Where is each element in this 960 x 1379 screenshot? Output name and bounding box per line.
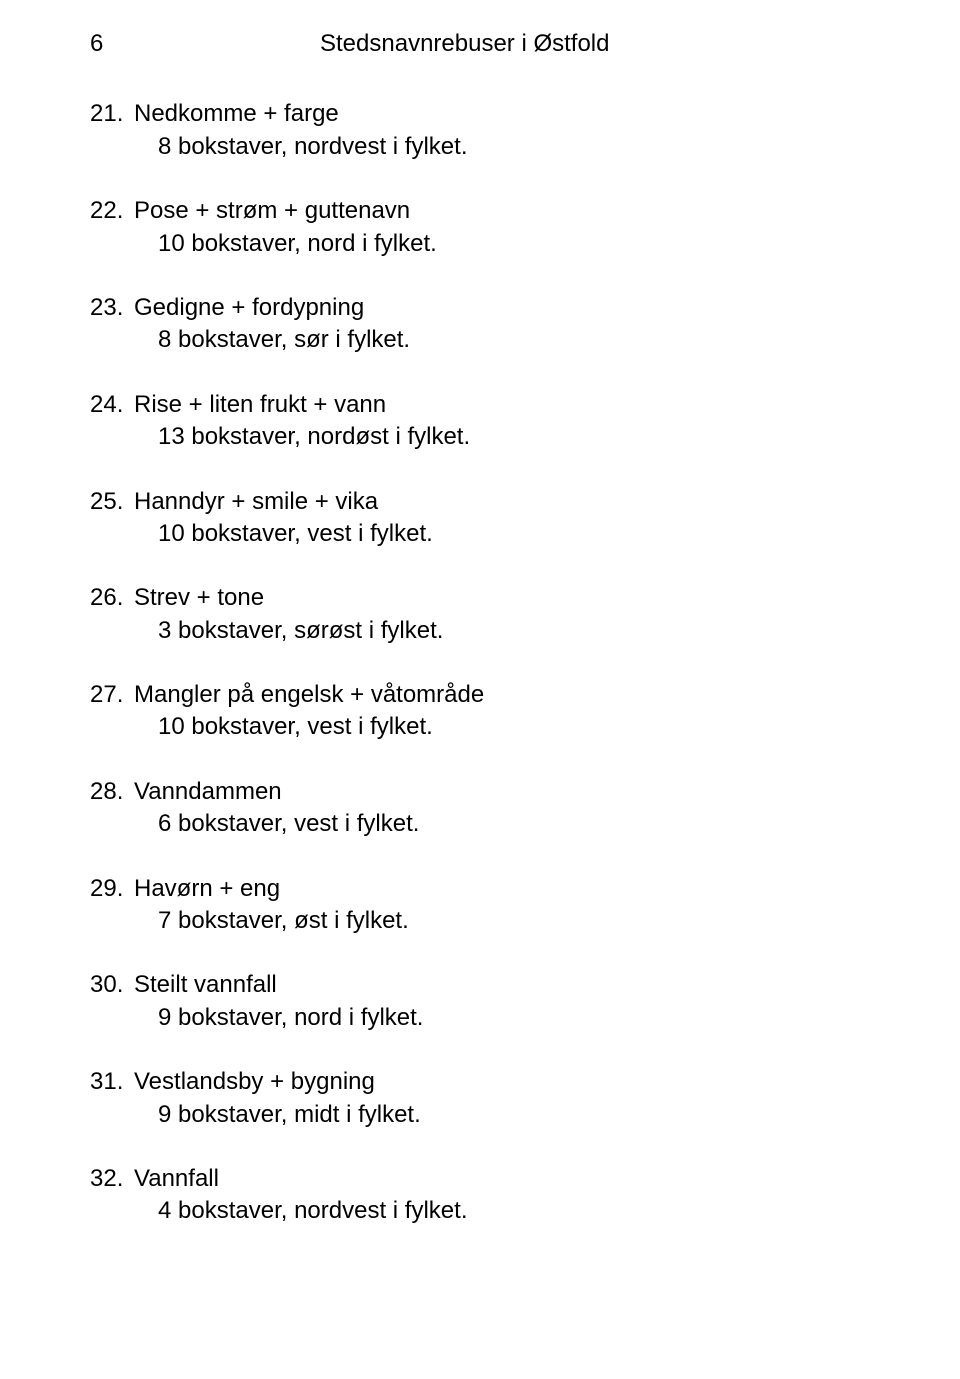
entry-clue-line: 28.Vanndammen (90, 776, 870, 808)
entry-number: 31. (90, 1066, 134, 1098)
entry-clue: Nedkomme + farge (134, 98, 339, 130)
entry-clue: Vestlandsby + bygning (134, 1066, 375, 1098)
entry-hint: 10 bokstaver, vest i fylket. (90, 518, 870, 550)
entry-number: 29. (90, 873, 134, 905)
entry-hint: 9 bokstaver, midt i fylket. (90, 1099, 870, 1131)
entry-clue: Strev + tone (134, 582, 264, 614)
entry-hint: 8 bokstaver, nordvest i fylket. (90, 131, 870, 163)
entry-number: 32. (90, 1163, 134, 1195)
list-item: 31.Vestlandsby + bygning9 bokstaver, mid… (90, 1066, 870, 1131)
entry-number: 30. (90, 969, 134, 1001)
entry-number: 24. (90, 389, 134, 421)
entry-number: 28. (90, 776, 134, 808)
entry-hint: 10 bokstaver, nord i fylket. (90, 228, 870, 260)
entry-number: 27. (90, 679, 134, 711)
list-item: 29.Havørn + eng7 bokstaver, øst i fylket… (90, 873, 870, 938)
entry-clue: Havørn + eng (134, 873, 280, 905)
entry-clue-line: 23.Gedigne + fordypning (90, 292, 870, 324)
entry-clue: Hanndyr + smile + vika (134, 486, 378, 518)
entry-hint: 9 bokstaver, nord i fylket. (90, 1002, 870, 1034)
entry-hint: 10 bokstaver, vest i fylket. (90, 711, 870, 743)
entry-number: 25. (90, 486, 134, 518)
list-item: 22.Pose + strøm + guttenavn10 bokstaver,… (90, 195, 870, 260)
list-item: 28.Vanndammen6 bokstaver, vest i fylket. (90, 776, 870, 841)
entry-number: 21. (90, 98, 134, 130)
list-item: 32.Vannfall4 bokstaver, nordvest i fylke… (90, 1163, 870, 1228)
list-item: 26.Strev + tone3 bokstaver, sørøst i fyl… (90, 582, 870, 647)
entry-number: 26. (90, 582, 134, 614)
list-item: 25.Hanndyr + smile + vika10 bokstaver, v… (90, 486, 870, 551)
document-page: 6 Stedsnavnrebuser i Østfold 21.Nedkomme… (0, 0, 960, 1379)
entry-clue: Steilt vannfall (134, 969, 277, 1001)
entry-number: 22. (90, 195, 134, 227)
list-item: 27.Mangler på engelsk + våtområde10 boks… (90, 679, 870, 744)
list-item: 23.Gedigne + fordypning8 bokstaver, sør … (90, 292, 870, 357)
entry-clue-line: 27.Mangler på engelsk + våtområde (90, 679, 870, 711)
entry-hint: 8 bokstaver, sør i fylket. (90, 324, 870, 356)
entry-clue-line: 26.Strev + tone (90, 582, 870, 614)
entry-number: 23. (90, 292, 134, 324)
entry-clue-line: 24.Rise + liten frukt + vann (90, 389, 870, 421)
entry-clue: Vanndammen (134, 776, 282, 808)
entry-clue-line: 31.Vestlandsby + bygning (90, 1066, 870, 1098)
list-item: 21.Nedkomme + farge8 bokstaver, nordvest… (90, 98, 870, 163)
entries-list: 21.Nedkomme + farge8 bokstaver, nordvest… (90, 98, 870, 1227)
page-title: Stedsnavnrebuser i Østfold (320, 28, 610, 60)
entry-hint: 7 bokstaver, øst i fylket. (90, 905, 870, 937)
list-item: 24.Rise + liten frukt + vann13 bokstaver… (90, 389, 870, 454)
page-header: 6 Stedsnavnrebuser i Østfold (90, 28, 870, 60)
entry-clue-line: 30.Steilt vannfall (90, 969, 870, 1001)
entry-clue: Mangler på engelsk + våtområde (134, 679, 484, 711)
entry-clue-line: 21.Nedkomme + farge (90, 98, 870, 130)
entry-clue-line: 29.Havørn + eng (90, 873, 870, 905)
entry-clue: Rise + liten frukt + vann (134, 389, 386, 421)
entry-clue: Vannfall (134, 1163, 219, 1195)
entry-clue: Pose + strøm + guttenavn (134, 195, 410, 227)
entry-clue-line: 32.Vannfall (90, 1163, 870, 1195)
entry-hint: 3 bokstaver, sørøst i fylket. (90, 615, 870, 647)
entry-clue: Gedigne + fordypning (134, 292, 364, 324)
entry-hint: 6 bokstaver, vest i fylket. (90, 808, 870, 840)
list-item: 30.Steilt vannfall9 bokstaver, nord i fy… (90, 969, 870, 1034)
page-number: 6 (90, 28, 320, 60)
entry-hint: 13 bokstaver, nordøst i fylket. (90, 421, 870, 453)
entry-hint: 4 bokstaver, nordvest i fylket. (90, 1195, 870, 1227)
entry-clue-line: 25.Hanndyr + smile + vika (90, 486, 870, 518)
entry-clue-line: 22.Pose + strøm + guttenavn (90, 195, 870, 227)
